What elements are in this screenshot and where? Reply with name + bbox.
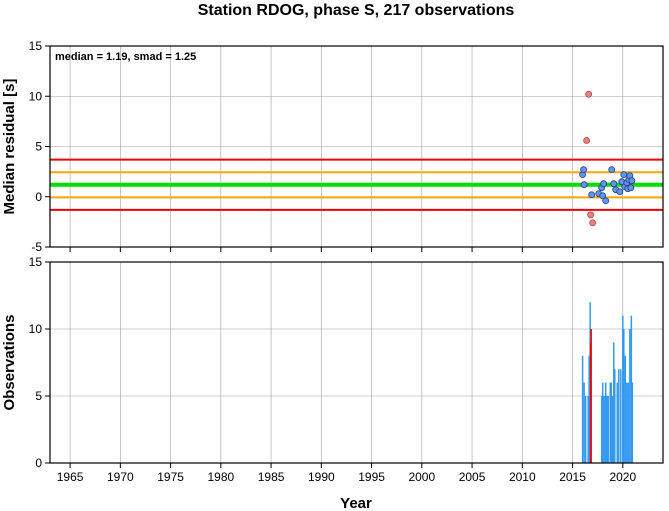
x-tick-label: 1995	[358, 470, 385, 484]
observation-bar	[613, 342, 615, 463]
observation-bar	[584, 396, 587, 463]
x-tick-label: 2010	[509, 470, 536, 484]
observation-bar	[583, 382, 585, 463]
y-tick-label: 10	[29, 89, 43, 103]
x-tick-label: 2020	[609, 470, 636, 484]
observation-bar	[612, 396, 614, 463]
plot-frame	[49, 261, 664, 464]
residual-point	[627, 184, 635, 192]
residual-point	[580, 181, 588, 189]
observation-bar	[601, 382, 604, 463]
outlier-point	[587, 211, 595, 219]
outlier-bar	[590, 329, 592, 463]
residual-point	[620, 171, 628, 179]
y-tick-label: 5	[35, 389, 42, 403]
residual-point	[610, 180, 618, 188]
x-tick-label: 2005	[459, 470, 486, 484]
residual-point	[602, 197, 610, 205]
y-tick-label: 15	[29, 255, 43, 269]
y-tick-label: 5	[35, 140, 42, 154]
y-tick-label: 10	[29, 322, 43, 336]
observation-bar	[616, 382, 619, 463]
x-tick-label: 1965	[57, 470, 84, 484]
residual-point	[580, 166, 588, 174]
x-tick-label: 2015	[559, 470, 586, 484]
x-tick-label: 1970	[107, 470, 134, 484]
observation-bar	[607, 396, 609, 463]
stats-annotation: median = 1.19, smad = 1.25	[55, 51, 196, 63]
observation-bar	[618, 369, 620, 463]
observation-bar	[609, 382, 611, 463]
x-tick-label: 1975	[157, 470, 184, 484]
observation-bar	[622, 315, 624, 463]
observation-bar	[587, 396, 589, 463]
observation-bar	[606, 396, 608, 463]
x-tick-label: 1980	[207, 470, 234, 484]
outlier-point	[585, 90, 593, 98]
residual-point	[628, 177, 636, 185]
residual-point	[599, 192, 607, 200]
residual-panel: -5 0 5 10 15 median = 1.19, smad = 1.25 Median…	[1, 39, 664, 254]
observation-bar	[624, 355, 627, 463]
y-tick-label: -5	[31, 240, 42, 254]
x-tick-label: 2000	[408, 470, 435, 484]
x-axis-label: Year	[340, 495, 372, 511]
observation-bar	[631, 382, 634, 463]
x-tick-label: 1985	[258, 470, 285, 484]
observation-bar	[629, 329, 631, 463]
observation-bar	[603, 396, 605, 463]
y-tick-label: 15	[29, 39, 43, 53]
residual-point	[616, 188, 624, 196]
observation-bar	[620, 369, 622, 463]
chart-title: Station RDOG, phase S, 217 observations	[198, 2, 515, 19]
observation-bar	[604, 382, 607, 463]
observation-bar	[626, 382, 628, 463]
observation-bar	[630, 315, 633, 463]
x-tick-label: 1990	[308, 470, 335, 484]
observation-bar	[627, 382, 630, 463]
observation-bar	[581, 355, 584, 463]
observation-bar	[623, 329, 625, 463]
y-tick-label: 0	[35, 190, 42, 204]
residual-point	[608, 166, 616, 174]
y-axis-label: Median residual [s]	[1, 79, 18, 215]
observation-bar	[614, 369, 616, 463]
outlier-point	[589, 219, 597, 227]
plot-frame	[49, 45, 664, 248]
residual-point	[588, 191, 596, 199]
observation-bar	[610, 382, 612, 463]
outlier-point	[583, 137, 591, 144]
observation-bar	[588, 355, 590, 463]
observations-panel: 0 5 10 15 Observations 1965 1970 1975 1980 1985 19…	[1, 255, 664, 484]
observation-bar	[600, 396, 603, 463]
y-axis-label: Observations	[1, 315, 18, 411]
residual-point	[600, 180, 608, 188]
y-tick-label: 0	[35, 456, 42, 470]
